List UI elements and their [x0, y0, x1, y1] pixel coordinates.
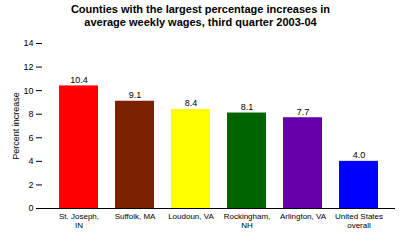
svg-text:Suffolk, MA: Suffolk, MA [115, 212, 156, 221]
svg-text:8.4: 8.4 [185, 98, 198, 108]
svg-text:Loudoun, VA: Loudoun, VA [168, 212, 214, 221]
svg-text:4: 4 [28, 156, 33, 166]
svg-text:Arlington, VA: Arlington, VA [280, 212, 327, 221]
svg-text:St. Joseph,IN: St. Joseph,IN [59, 212, 99, 230]
svg-text:United Statesoverall: United Statesoverall [335, 212, 383, 230]
svg-text:9.1: 9.1 [129, 90, 142, 100]
svg-text:10.4: 10.4 [70, 75, 88, 85]
svg-text:10: 10 [23, 86, 33, 96]
svg-text:12: 12 [23, 62, 33, 72]
svg-text:Percent increase: Percent increase [11, 92, 21, 160]
svg-text:2: 2 [28, 180, 33, 190]
svg-text:Rockingham,NH: Rockingham,NH [224, 212, 271, 230]
svg-text:8.1: 8.1 [241, 102, 254, 112]
svg-text:0: 0 [28, 203, 33, 213]
svg-text:7.7: 7.7 [297, 107, 310, 117]
svg-text:4.0: 4.0 [353, 150, 366, 160]
svg-text:8: 8 [28, 109, 33, 119]
svg-text:6: 6 [28, 133, 33, 143]
html-text:Counties with the largest perc: Counties with the largest percentage inc… [70, 3, 331, 28]
svg-text:14: 14 [23, 38, 33, 48]
